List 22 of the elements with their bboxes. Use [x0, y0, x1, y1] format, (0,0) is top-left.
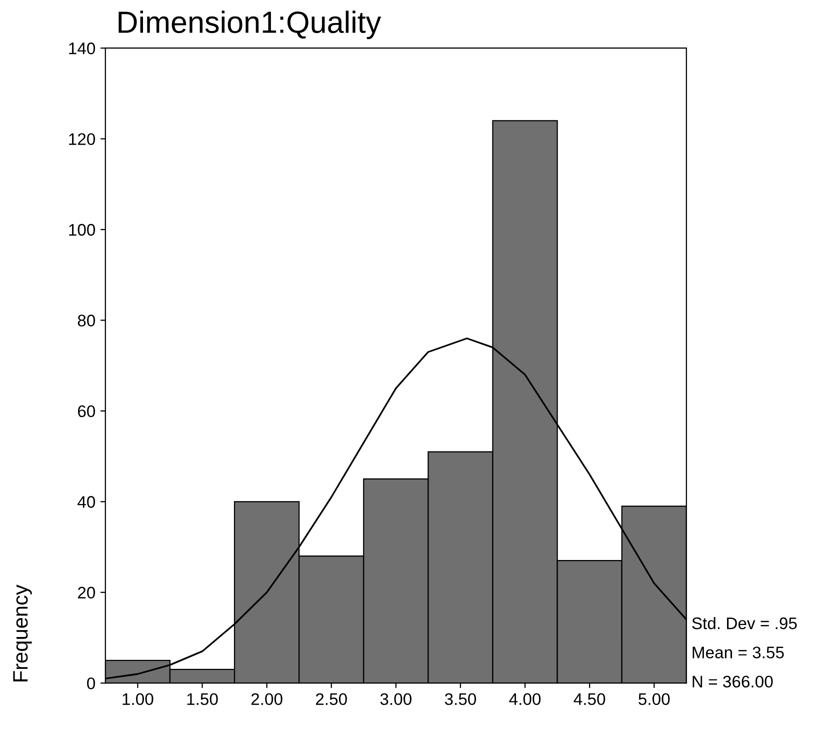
x-tick-label: 4.00: [509, 693, 541, 706]
text: Mean = 3.55: [692, 646, 784, 658]
y-tick-label: 60: [78, 405, 96, 418]
x-tick-label: 2.00: [251, 693, 282, 706]
y-tick-label: 100: [69, 224, 96, 236]
x-tick-label: 3.00: [380, 693, 412, 706]
text: Std. Dev = .95: [692, 616, 797, 630]
y-tick-label: 120: [69, 133, 96, 146]
x-tick-label: 1.50: [187, 693, 218, 706]
chart-title: Dimension1:Quality: [118, 10, 382, 40]
x-tick-label: 1.00: [122, 693, 154, 706]
x-tick-label: 2.50: [316, 693, 347, 706]
y-axis-title: Frequency: [13, 584, 32, 682]
text: N = 366.00: [692, 676, 773, 688]
y-tick-label: 0: [87, 677, 96, 690]
x-tick-label: 5.00: [638, 693, 670, 706]
y-tick-label: 20: [78, 586, 96, 599]
y-tick-label: 140: [69, 42, 96, 54]
y-tick-label: 40: [78, 496, 96, 508]
y-tick-label: 80: [78, 314, 96, 326]
x-tick-label: 3.50: [444, 693, 476, 706]
x-tick-label: 4.50: [574, 693, 606, 706]
